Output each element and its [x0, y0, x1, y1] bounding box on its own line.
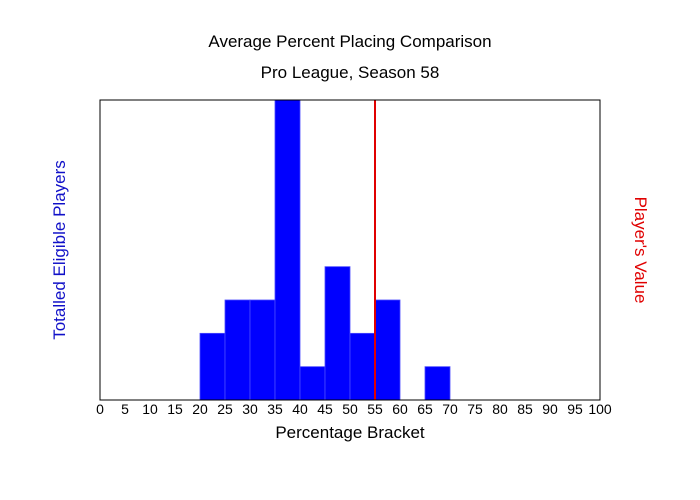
x-tick-70: 70 — [442, 401, 458, 417]
x-tick-0: 0 — [96, 401, 104, 417]
x-tick-20: 20 — [192, 401, 208, 417]
chart-subtitle: Pro League, Season 58 — [260, 63, 440, 82]
x-tick-100: 100 — [588, 401, 612, 417]
bar-50-55 — [349, 332, 376, 401]
x-tick-85: 85 — [517, 401, 533, 417]
x-tick-80: 80 — [492, 401, 508, 417]
x-tick-25: 25 — [217, 401, 233, 417]
x-tick-5: 5 — [121, 401, 129, 417]
x-tick-90: 90 — [542, 401, 558, 417]
bar-20-25 — [199, 332, 226, 401]
bars-group — [199, 99, 451, 401]
x-tick-60: 60 — [392, 401, 408, 417]
x-tick-50: 50 — [342, 401, 358, 417]
x-tick-15: 15 — [167, 401, 183, 417]
x-tick-65: 65 — [417, 401, 433, 417]
x-tick-95: 95 — [567, 401, 583, 417]
x-tick-labels: 0 5 10 15 20 25 30 35 40 45 50 55 60 65 70 75 80 85 90 95 10… — [96, 401, 612, 417]
y2-axis-label: Player's Value — [631, 196, 650, 304]
x-tick-30: 30 — [242, 401, 258, 417]
plot-frame — [99, 99, 601, 401]
chart-title: Average Percent Placing Comparison — [208, 32, 492, 51]
x-tick-45: 45 — [317, 401, 333, 417]
bar-25-30 — [224, 299, 251, 401]
x-tick-75: 75 — [467, 401, 483, 417]
x-tick-55: 55 — [367, 401, 383, 417]
y-axis-label: Totalled Eligible Players — [50, 160, 69, 340]
bar-35-40 — [274, 99, 301, 401]
x-tick-40: 40 — [292, 401, 308, 417]
bar-55-60 — [374, 299, 401, 401]
x-tick-35: 35 — [267, 401, 283, 417]
x-tick-10: 10 — [142, 401, 158, 417]
x-axis-label: Percentage Bracket — [275, 423, 425, 442]
bar-65-70 — [424, 366, 451, 401]
bar-45-50 — [324, 266, 351, 401]
bar-40-45 — [299, 366, 326, 401]
bar-30-35 — [249, 299, 276, 401]
